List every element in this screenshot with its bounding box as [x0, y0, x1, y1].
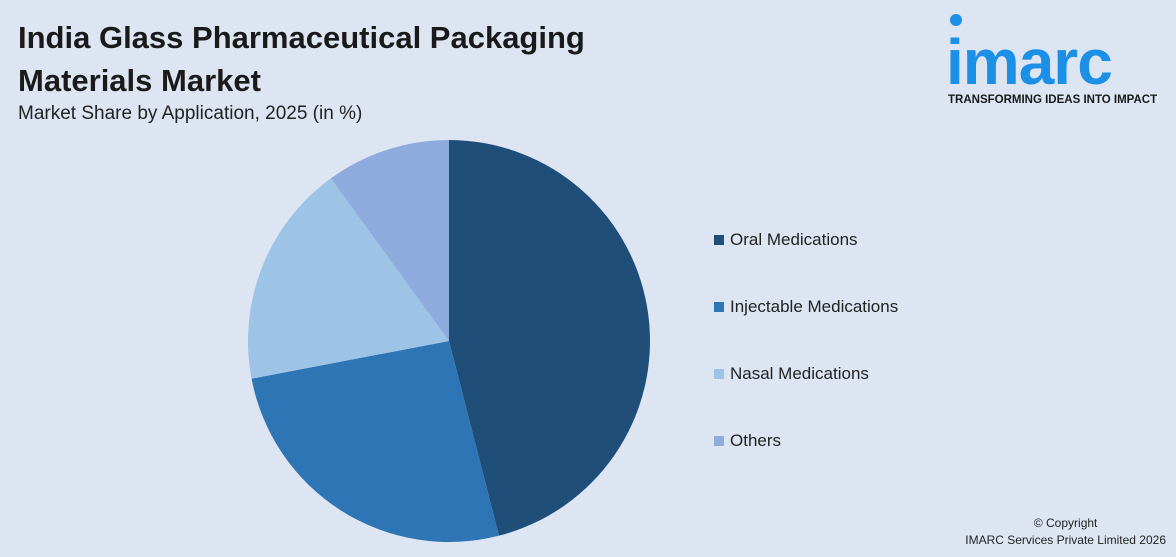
pie-slice-others [330, 140, 449, 341]
legend-swatch [714, 302, 724, 312]
pie-slice-nasal-medications [248, 178, 449, 379]
chart-subtitle: Market Share by Application, 2025 (in %) [18, 103, 363, 124]
legend-item-injectable-medications: Injectable Medications [714, 295, 898, 319]
copyright-owner: IMARC Services Private Limited 2026 [965, 533, 1166, 547]
legend-swatch [714, 369, 724, 379]
legend-label: Others [730, 431, 782, 450]
chart-legend: Oral Medications Injectable Medications … [714, 228, 898, 496]
legend-swatch [714, 436, 724, 446]
pie-chart [248, 140, 650, 542]
legend-label: Oral Medications [730, 230, 858, 249]
logo-dot-icon [950, 14, 962, 26]
pie-slice-injectable-medications [251, 341, 499, 542]
pie-slice-oral-medications [449, 140, 650, 536]
copyright-notice: © Copyright IMARC Services Private Limit… [965, 515, 1166, 549]
copyright-line: © Copyright [1033, 516, 1098, 530]
legend-item-nasal-medications: Nasal Medications [714, 362, 898, 386]
imarc-logo: imarc TRANSFORMING IDEAS INTO IMPACT [946, 12, 1172, 108]
legend-item-oral-medications: Oral Medications [714, 228, 898, 252]
legend-label: Nasal Medications [730, 364, 869, 383]
legend-label: Injectable Medications [730, 297, 899, 316]
logo-wordmark: imarc [946, 26, 1113, 98]
legend-item-others: Others [714, 429, 898, 453]
logo-tagline: TRANSFORMING IDEAS INTO IMPACT [948, 94, 1158, 106]
legend-swatch [714, 235, 724, 245]
chart-title: India Glass Pharmaceutical Packaging Mat… [18, 20, 585, 98]
